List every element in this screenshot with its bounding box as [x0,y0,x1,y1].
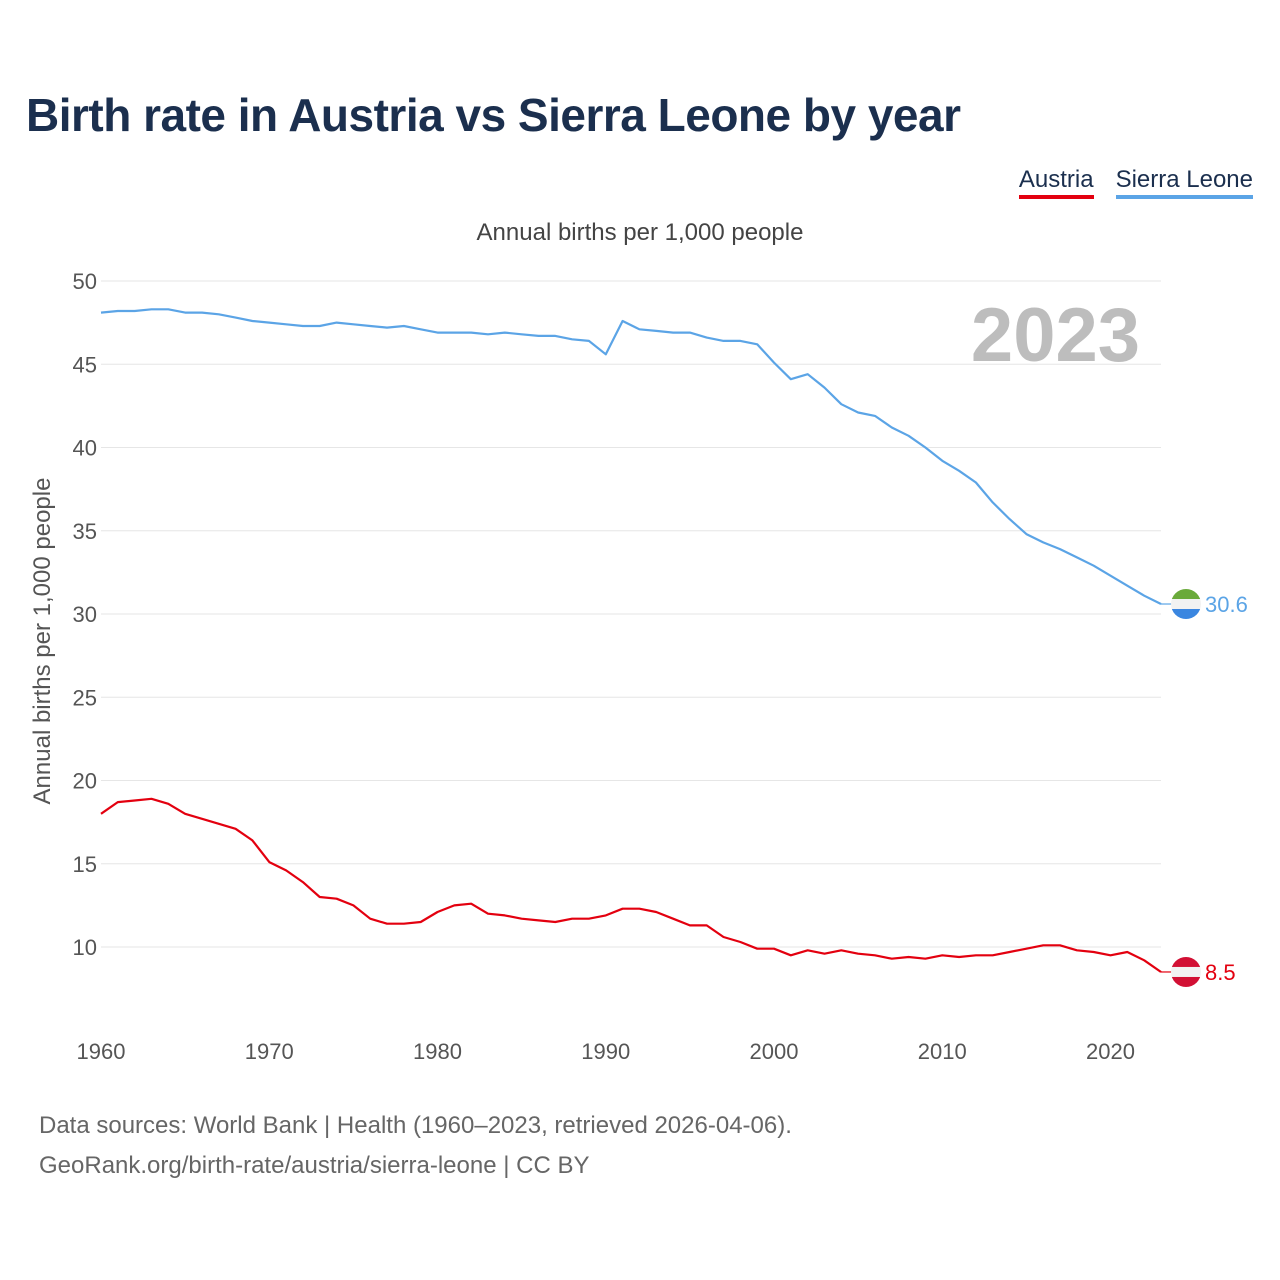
x-tick-label-1990: 1990 [581,1039,630,1064]
data-source-text: Data sources: World Bank | Health (1960–… [39,1112,792,1139]
year-watermark: 2023 [971,293,1140,378]
x-tick-label-1980: 1980 [413,1039,462,1064]
chart-subtitle: Annual births per 1,000 people [477,219,804,246]
x-tick-label-1970: 1970 [245,1039,294,1064]
y-tick-label-50: 50 [73,269,97,294]
austria-flag-icon [1171,956,1201,987]
end-value-label-sierra-leone: 30.6 [1205,592,1248,617]
y-tick-label-10: 10 [73,935,97,960]
grid-lines [101,280,1161,948]
end-value-label-austria: 8.5 [1205,960,1236,985]
sierra-leone-flag-icon [1171,589,1201,620]
x-tick-label-2010: 2010 [918,1039,967,1064]
x-tick-label-2020: 2020 [1086,1039,1135,1064]
y-tick-label-35: 35 [73,519,97,544]
legend: Austria Sierra Leone [1018,166,1253,199]
end-markers: 8.5 30.6 [1161,589,1248,987]
y-tick-label-45: 45 [73,352,97,377]
y-axis-label: Annual births per 1,000 people [29,478,56,805]
series-lines [100,308,1162,973]
y-tick-label-30: 30 [73,602,97,627]
y-tick-label-15: 15 [73,852,97,877]
legend-item-sierra-leone[interactable]: Sierra Leone [1115,166,1253,199]
y-tick-label-20: 20 [73,769,97,794]
source-url-text: GeoRank.org/birth-rate/austria/sierra-le… [39,1152,590,1179]
x-tick-label-1960: 1960 [77,1039,126,1064]
legend-item-austria[interactable]: Austria [1018,166,1094,199]
x-axis-ticks: 1960 1970 1980 1990 2000 2010 2020 [77,1039,1135,1064]
series-line-austria [100,797,1162,973]
chart-title: Birth rate in Austria vs Sierra Leone by… [26,89,961,141]
y-tick-label-40: 40 [73,436,97,461]
x-tick-label-2000: 2000 [750,1039,799,1064]
series-line-sierra-leone [100,308,1162,605]
line-chart: Annual births per 1,000 people 2023 Annu… [29,219,1248,1064]
y-axis-ticks: 10 15 20 25 30 35 40 45 50 [73,269,97,960]
footer: Data sources: World Bank | Health (1960–… [39,1106,792,1186]
y-tick-label-25: 25 [73,685,97,710]
